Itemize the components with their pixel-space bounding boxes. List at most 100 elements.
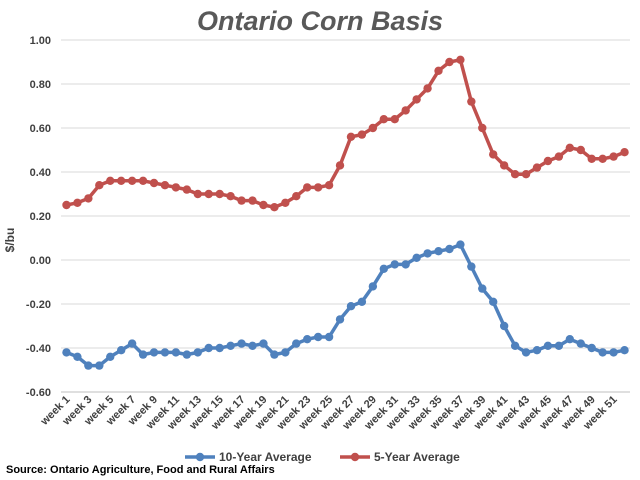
data-point xyxy=(543,156,553,166)
data-point xyxy=(554,152,564,161)
data-point xyxy=(346,302,356,311)
data-point xyxy=(499,321,509,331)
data-point xyxy=(215,343,224,353)
y-tick-label: 0.60 xyxy=(30,123,51,135)
data-point xyxy=(95,181,104,190)
data-point xyxy=(499,161,509,170)
data-point xyxy=(390,115,399,124)
data-point xyxy=(368,123,378,133)
data-point xyxy=(423,84,432,93)
data-point xyxy=(62,200,71,210)
data-point xyxy=(324,181,334,190)
source-note: Source: Ontario Agriculture, Food and Ru… xyxy=(6,464,275,476)
data-point xyxy=(456,240,465,249)
data-point xyxy=(445,57,454,67)
data-point xyxy=(445,244,454,254)
data-point xyxy=(73,198,82,207)
data-point xyxy=(292,339,301,348)
data-point xyxy=(335,161,345,170)
data-point xyxy=(106,176,115,185)
series-5-year-average xyxy=(62,55,629,212)
data-point xyxy=(292,192,301,201)
y-axis-label: $/bu xyxy=(3,228,17,253)
data-point xyxy=(182,185,192,194)
data-point xyxy=(149,178,159,188)
data-point xyxy=(95,361,104,370)
series-line xyxy=(66,58,626,209)
data-point xyxy=(62,348,71,357)
data-point xyxy=(127,339,137,348)
data-point xyxy=(565,143,575,152)
data-point xyxy=(521,348,531,357)
data-point xyxy=(270,350,279,359)
data-point xyxy=(434,66,443,76)
data-point xyxy=(587,154,596,163)
y-axis: 1.00 0.80 0.60 0.40 0.20 0.00 -0.20 -0.40 -0.60 xyxy=(26,35,51,399)
data-point xyxy=(620,346,629,355)
data-point xyxy=(335,315,345,324)
data-point xyxy=(73,352,82,361)
data-point xyxy=(434,247,443,256)
legend-marker xyxy=(350,452,360,462)
data-point xyxy=(281,348,290,357)
data-point xyxy=(478,123,487,133)
data-point xyxy=(270,203,279,212)
data-point xyxy=(215,189,224,199)
y-tick-label: -0.20 xyxy=(26,299,51,311)
y-tick-label: 1.00 xyxy=(30,35,51,47)
data-point xyxy=(138,176,148,185)
data-point xyxy=(379,264,388,273)
data-point xyxy=(478,284,487,293)
data-point xyxy=(160,348,170,357)
data-point xyxy=(313,332,323,342)
data-point xyxy=(106,352,115,361)
data-point xyxy=(401,106,410,115)
series-10-year-average xyxy=(62,240,629,370)
data-point xyxy=(346,132,356,141)
data-point xyxy=(357,297,367,306)
data-point xyxy=(532,163,542,172)
data-point xyxy=(193,189,202,199)
data-point xyxy=(237,339,246,348)
data-point xyxy=(489,297,498,306)
data-point xyxy=(423,249,432,258)
data-point xyxy=(510,170,520,179)
legend-label: 5-Year Average xyxy=(374,450,460,464)
data-point xyxy=(303,183,312,192)
data-point xyxy=(489,150,498,159)
data-point xyxy=(598,154,607,163)
data-point xyxy=(303,335,312,344)
y-tick-label: 0.80 xyxy=(30,79,51,91)
data-point xyxy=(193,348,202,357)
data-point xyxy=(467,262,476,271)
data-point xyxy=(171,183,181,192)
data-point xyxy=(543,341,553,350)
series-line xyxy=(65,242,625,368)
data-point xyxy=(259,200,268,210)
y-tick-label: 0.00 xyxy=(30,255,51,267)
plot-area xyxy=(62,55,629,370)
data-point xyxy=(127,176,137,185)
data-point xyxy=(160,181,170,190)
data-point xyxy=(368,282,378,291)
data-point xyxy=(259,339,268,348)
data-point xyxy=(598,348,607,357)
y-tick-label: 0.20 xyxy=(30,211,51,223)
data-point xyxy=(456,55,465,64)
data-point xyxy=(204,189,213,199)
data-point xyxy=(532,346,542,355)
data-point xyxy=(401,260,410,269)
y-tick-label: -0.60 xyxy=(26,387,51,399)
data-point xyxy=(84,194,93,203)
data-point xyxy=(116,346,126,355)
data-point xyxy=(171,348,181,357)
data-point xyxy=(587,343,596,353)
data-point xyxy=(204,343,213,353)
data-point xyxy=(138,350,148,359)
data-point xyxy=(226,192,235,201)
legend: 10-Year Average 5-Year Average xyxy=(185,450,460,464)
data-point xyxy=(609,152,618,161)
data-point xyxy=(620,148,629,157)
